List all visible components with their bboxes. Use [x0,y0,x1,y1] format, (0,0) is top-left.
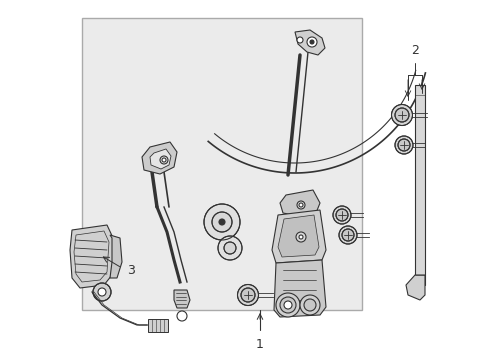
Text: 3: 3 [127,264,135,276]
Circle shape [219,219,224,225]
Bar [148,319,168,332]
Circle shape [394,108,408,122]
Circle shape [341,229,353,241]
Circle shape [93,283,111,301]
Circle shape [298,203,303,207]
Polygon shape [273,260,325,317]
Circle shape [275,293,299,317]
Circle shape [394,136,412,154]
Circle shape [296,37,303,43]
Circle shape [391,104,412,126]
Polygon shape [70,225,114,288]
Circle shape [212,212,231,232]
Circle shape [177,311,186,321]
Polygon shape [150,149,171,169]
Circle shape [280,297,295,313]
Polygon shape [405,275,424,300]
Circle shape [298,235,303,239]
Polygon shape [271,210,325,263]
Circle shape [218,236,242,260]
Bar [414,85,424,285]
Circle shape [306,37,316,47]
Circle shape [309,40,313,44]
Circle shape [241,288,254,302]
Circle shape [335,209,347,221]
Polygon shape [142,142,177,174]
Polygon shape [280,190,319,217]
Circle shape [295,232,305,242]
Text: 2: 2 [410,45,418,58]
Circle shape [160,156,168,164]
Polygon shape [110,235,122,278]
Circle shape [304,299,315,311]
Circle shape [162,158,165,162]
Polygon shape [278,215,318,257]
Circle shape [203,204,240,240]
Polygon shape [294,30,325,55]
Polygon shape [174,290,190,308]
Circle shape [338,226,356,244]
Circle shape [299,295,319,315]
Circle shape [224,242,236,254]
Circle shape [237,284,258,306]
Circle shape [332,206,350,224]
Circle shape [98,288,106,296]
Text: 1: 1 [256,338,264,351]
Circle shape [284,301,291,309]
Circle shape [296,201,305,209]
Circle shape [397,139,409,151]
Bar [82,18,361,310]
